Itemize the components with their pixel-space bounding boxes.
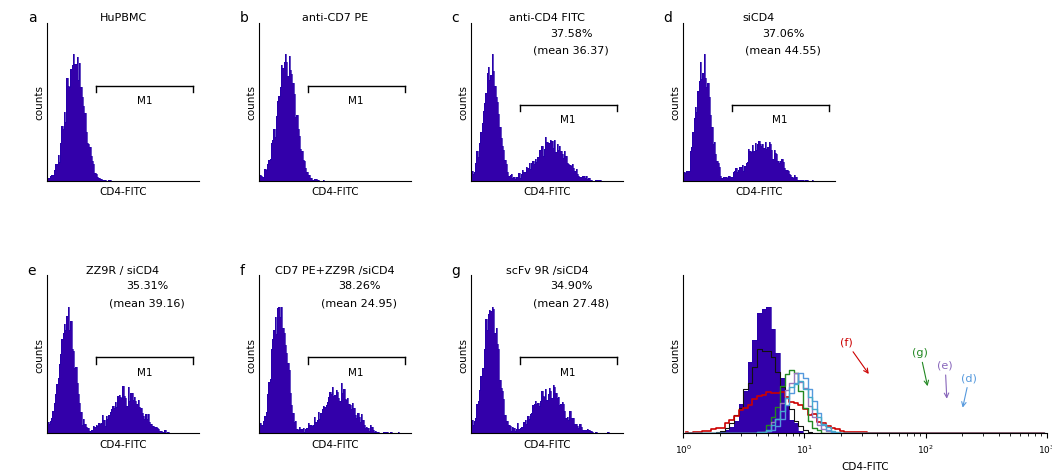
X-axis label: CD4-FITC: CD4-FITC [735, 187, 783, 197]
Y-axis label: counts: counts [670, 337, 681, 372]
X-axis label: CD4-FITC: CD4-FITC [311, 439, 359, 449]
Title: anti-CD4 FITC: anti-CD4 FITC [509, 13, 585, 23]
X-axis label: CD4-FITC: CD4-FITC [523, 187, 571, 197]
Text: M1: M1 [137, 96, 151, 106]
Y-axis label: counts: counts [246, 85, 257, 120]
Title: CD7 PE+ZZ9R /siCD4: CD7 PE+ZZ9R /siCD4 [276, 265, 394, 275]
Text: f: f [240, 263, 245, 277]
Y-axis label: counts: counts [246, 337, 257, 372]
Text: 38.26%: 38.26% [338, 280, 381, 290]
Title: scFv 9R /siCD4: scFv 9R /siCD4 [506, 265, 588, 275]
Text: M1: M1 [772, 115, 788, 125]
Text: d: d [664, 11, 672, 25]
Text: (mean 39.16): (mean 39.16) [109, 298, 185, 308]
Text: e: e [27, 263, 36, 277]
X-axis label: CD4-FITC: CD4-FITC [311, 187, 359, 197]
Text: (mean 36.37): (mean 36.37) [533, 46, 609, 56]
Text: 37.58%: 37.58% [550, 29, 592, 39]
Y-axis label: counts: counts [35, 337, 44, 372]
Text: M1: M1 [348, 96, 364, 106]
X-axis label: CD4-FITC: CD4-FITC [842, 461, 889, 471]
Text: (e): (e) [937, 360, 953, 397]
Title: ZZ9R / siCD4: ZZ9R / siCD4 [86, 265, 160, 275]
Y-axis label: counts: counts [459, 85, 468, 120]
Text: (g): (g) [912, 347, 929, 385]
X-axis label: CD4-FITC: CD4-FITC [523, 439, 571, 449]
Text: M1: M1 [561, 115, 576, 125]
Text: M1: M1 [348, 367, 364, 377]
Text: b: b [240, 11, 248, 25]
Y-axis label: counts: counts [35, 85, 44, 120]
Text: c: c [451, 11, 460, 25]
Text: a: a [27, 11, 36, 25]
Text: (mean 24.95): (mean 24.95) [321, 298, 398, 308]
X-axis label: CD4-FITC: CD4-FITC [99, 439, 147, 449]
Y-axis label: counts: counts [459, 337, 468, 372]
Text: (mean 27.48): (mean 27.48) [533, 298, 609, 308]
Text: (f): (f) [839, 337, 868, 373]
Text: (d): (d) [962, 372, 977, 407]
Text: M1: M1 [137, 367, 151, 377]
Text: 35.31%: 35.31% [126, 280, 168, 290]
Title: HuPBMC: HuPBMC [100, 13, 146, 23]
Y-axis label: counts: counts [670, 85, 681, 120]
Text: (mean 44.55): (mean 44.55) [745, 46, 822, 56]
Title: siCD4: siCD4 [743, 13, 775, 23]
Title: anti-CD7 PE: anti-CD7 PE [302, 13, 368, 23]
Text: g: g [451, 263, 461, 277]
Text: 34.90%: 34.90% [550, 280, 592, 290]
Text: 37.06%: 37.06% [762, 29, 805, 39]
Text: M1: M1 [561, 367, 576, 377]
X-axis label: CD4-FITC: CD4-FITC [99, 187, 147, 197]
